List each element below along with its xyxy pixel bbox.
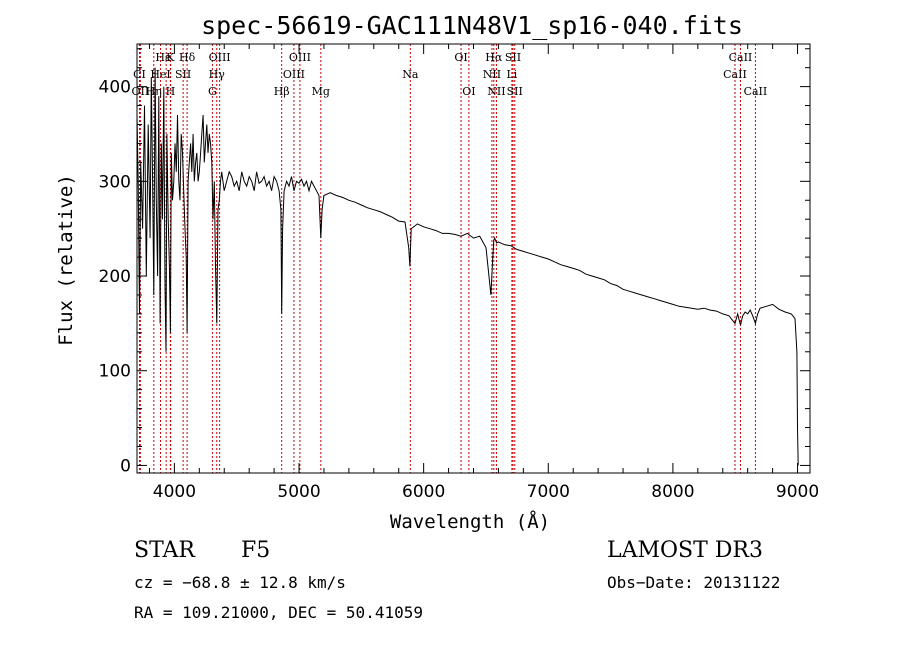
x-tick-label: 4000 xyxy=(153,482,196,502)
line-marker-label: CI xyxy=(133,68,146,81)
x-axis-ticks: 4000 5000 6000 7000 8000 9000 xyxy=(148,44,819,502)
line-marker-label: OI xyxy=(462,85,475,98)
line-marker-label: Na xyxy=(402,68,419,81)
line-marker-label: Hδ xyxy=(179,51,196,64)
line-marker-label: CaII xyxy=(744,85,768,98)
line-marker-label: NII xyxy=(487,85,505,98)
y-tick-label: 0 xyxy=(120,456,131,476)
coordinates: RA = 109.21000, DEC = 50.41059 xyxy=(134,603,423,622)
y-tick-label: 100 xyxy=(99,362,131,382)
x-tick-label: 9000 xyxy=(776,482,819,502)
line-marker-label: NII xyxy=(483,68,501,81)
line-marker-label: K xyxy=(166,51,175,64)
line-marker-label: HeI xyxy=(150,68,170,81)
plot-frame xyxy=(136,43,811,474)
line-marker-label: H xyxy=(166,85,176,98)
line-marker-label: Hγ xyxy=(209,68,226,81)
observation-date: Obs−Date: 20131122 xyxy=(607,573,781,592)
line-marker-label: CaII xyxy=(723,68,747,81)
y-tick-label: 400 xyxy=(99,78,131,98)
line-marker-label: Hη xyxy=(146,85,162,98)
line-markers xyxy=(138,44,756,473)
y-tick-label: 300 xyxy=(99,172,131,192)
line-marker-label: SII xyxy=(175,68,191,81)
line-marker-label: Hε xyxy=(155,51,171,64)
line-marker-label: Li xyxy=(506,68,517,81)
chart-title: spec-56619-GAC111N48V1_sp16-040.fits xyxy=(201,11,743,40)
redshift-value: cz = −68.8 ± 12.8 km/s xyxy=(134,573,346,592)
survey-name: LAMOST DR3 xyxy=(607,538,763,563)
line-marker-label: OII xyxy=(132,85,150,98)
line-marker-label: OIII xyxy=(289,51,311,64)
x-tick-label: 7000 xyxy=(527,482,570,502)
x-tick-label: 6000 xyxy=(402,482,445,502)
spectrum-series-line xyxy=(136,67,799,466)
line-marker-label: SII xyxy=(505,51,521,64)
line-marker-label: OIII xyxy=(283,68,305,81)
y-tick-label: 200 xyxy=(99,267,131,287)
line-marker-label: SII xyxy=(507,85,523,98)
line-marker-label: G xyxy=(208,85,217,98)
object-subclass: F5 xyxy=(241,538,271,563)
line-marker-label: Hβ xyxy=(274,85,290,98)
y-axis-label: Flux (relative) xyxy=(55,174,77,346)
object-type: STAR xyxy=(134,538,195,563)
line-marker-label: Hα xyxy=(485,51,503,64)
line-marker-label: CaII xyxy=(729,51,753,64)
x-tick-label: 5000 xyxy=(277,482,320,502)
line-marker-label: OI xyxy=(454,51,467,64)
line-marker-label: Mg xyxy=(312,85,330,98)
y-axis-ticks: 0 100 200 300 400 xyxy=(99,48,810,476)
x-tick-label: 8000 xyxy=(651,482,694,502)
x-axis-label: Wavelength (Å) xyxy=(390,510,550,533)
line-marker-label: OIII xyxy=(209,51,231,64)
